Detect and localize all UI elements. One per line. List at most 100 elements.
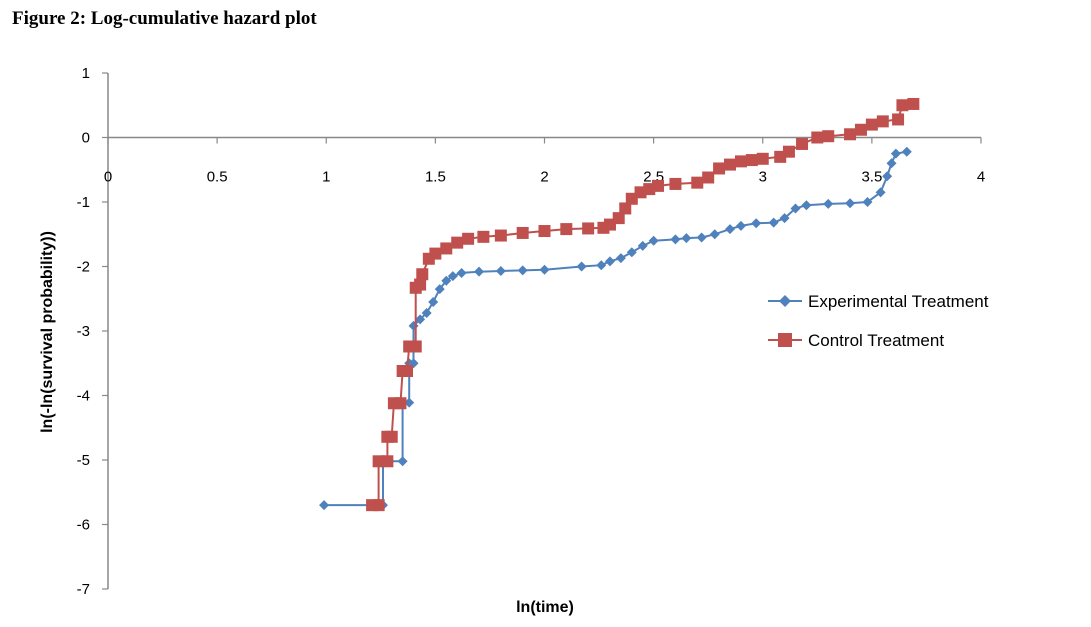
data-point-square bbox=[619, 202, 632, 215]
legend-item-experimental: Experimental Treatment bbox=[768, 292, 989, 311]
x-tick-label: 3.5 bbox=[861, 169, 882, 186]
data-point-diamond bbox=[495, 266, 506, 277]
data-point-diamond bbox=[404, 397, 415, 408]
series-control bbox=[366, 97, 920, 512]
data-point-diamond bbox=[790, 203, 801, 214]
data-point-square bbox=[702, 171, 715, 184]
y-tick-label: -3 bbox=[77, 323, 90, 340]
data-point-diamond bbox=[779, 213, 790, 224]
series-experimental bbox=[319, 146, 912, 511]
series-layer bbox=[319, 97, 920, 512]
data-point-diamond bbox=[681, 233, 692, 244]
data-point-square bbox=[713, 162, 726, 175]
data-point-square bbox=[582, 222, 595, 235]
y-tick-label: -1 bbox=[77, 194, 90, 211]
data-point-diamond bbox=[901, 146, 912, 157]
data-point-square bbox=[409, 340, 422, 353]
data-point-square bbox=[440, 242, 453, 255]
data-point-square bbox=[516, 226, 529, 239]
data-point-square bbox=[865, 118, 878, 131]
legend: Experimental Treatment Control Treatment bbox=[768, 292, 989, 350]
data-point-diamond bbox=[768, 217, 779, 228]
y-tick-label: -5 bbox=[77, 452, 90, 469]
data-point-diamond bbox=[576, 261, 587, 272]
data-point-diamond bbox=[441, 275, 452, 286]
data-point-diamond bbox=[517, 265, 528, 276]
data-point-diamond bbox=[604, 256, 615, 267]
y-tick-label: 1 bbox=[82, 65, 90, 82]
data-point-diamond bbox=[696, 232, 707, 243]
data-point-square bbox=[394, 397, 407, 410]
data-point-diamond bbox=[474, 266, 485, 277]
data-point-diamond bbox=[421, 307, 432, 318]
x-axis-title: ln(time) bbox=[516, 599, 574, 616]
figure-title: Figure 2: Log-cumulative hazard plot bbox=[12, 8, 317, 29]
data-point-square bbox=[612, 212, 625, 225]
legend-label-experimental: Experimental Treatment bbox=[808, 292, 989, 311]
y-tick-label: -7 bbox=[77, 581, 90, 598]
tick-labels: 10-1-2-3-4-5-6-70 0.5 1 1.5 2 2.5 3 3.5 4 bbox=[77, 65, 986, 598]
data-point-diamond bbox=[845, 198, 856, 209]
data-point-square bbox=[811, 131, 824, 144]
data-point-square bbox=[734, 155, 747, 168]
data-point-square bbox=[414, 278, 427, 291]
data-point-diamond bbox=[539, 264, 550, 275]
data-point-square bbox=[372, 499, 385, 512]
axes bbox=[102, 72, 982, 590]
data-point-diamond bbox=[886, 158, 897, 169]
data-point-diamond bbox=[648, 235, 659, 246]
legend-marker-control bbox=[778, 333, 792, 347]
data-point-diamond bbox=[637, 240, 648, 251]
legend-item-control: Control Treatment bbox=[768, 331, 944, 350]
data-point-square bbox=[691, 176, 704, 189]
data-point-diamond bbox=[596, 260, 607, 271]
data-point-square bbox=[429, 247, 442, 260]
data-point-square bbox=[724, 158, 737, 171]
data-point-square bbox=[907, 97, 920, 110]
data-point-diamond bbox=[319, 500, 330, 511]
data-point-diamond bbox=[397, 456, 408, 467]
x-tick-label: 0 bbox=[104, 169, 112, 186]
y-tick-label: 0 bbox=[82, 130, 90, 147]
data-point-diamond bbox=[615, 253, 626, 264]
data-point-diamond bbox=[735, 220, 746, 231]
data-point-diamond bbox=[447, 271, 458, 282]
data-point-square bbox=[854, 123, 867, 136]
data-point-diamond bbox=[428, 296, 439, 307]
data-point-diamond bbox=[626, 247, 637, 258]
data-point-square bbox=[494, 229, 507, 242]
legend-marker-experimental bbox=[779, 295, 791, 307]
data-point-square bbox=[669, 177, 682, 190]
data-point-diamond bbox=[670, 234, 681, 245]
data-point-diamond bbox=[415, 314, 426, 325]
legend-label-control: Control Treatment bbox=[808, 331, 944, 350]
data-point-square bbox=[756, 152, 769, 165]
data-point-square bbox=[876, 115, 889, 128]
x-tick-label: 1 bbox=[322, 169, 330, 186]
data-point-diamond bbox=[823, 198, 834, 209]
data-point-square bbox=[651, 179, 664, 192]
y-tick-label: -6 bbox=[77, 517, 90, 534]
data-point-diamond bbox=[862, 197, 873, 207]
data-point-square bbox=[822, 130, 835, 143]
data-point-diamond bbox=[725, 224, 736, 235]
data-point-square bbox=[416, 268, 429, 281]
data-point-square bbox=[385, 430, 398, 443]
data-point-square bbox=[796, 137, 809, 150]
data-point-square bbox=[462, 232, 475, 245]
y-tick-label: -2 bbox=[77, 259, 90, 276]
data-point-diamond bbox=[751, 218, 762, 229]
data-point-square bbox=[745, 154, 758, 167]
x-tick-label: 0.5 bbox=[207, 169, 228, 186]
data-point-square bbox=[560, 223, 573, 236]
data-point-diamond bbox=[882, 171, 893, 182]
data-point-diamond bbox=[801, 200, 812, 211]
data-point-square bbox=[896, 99, 909, 112]
x-tick-label: 2 bbox=[540, 169, 548, 186]
data-point-diamond bbox=[890, 148, 901, 159]
data-point-diamond bbox=[709, 229, 720, 240]
data-point-square bbox=[451, 236, 464, 249]
data-point-square bbox=[844, 128, 857, 141]
x-tick-label: 4 bbox=[977, 169, 985, 186]
